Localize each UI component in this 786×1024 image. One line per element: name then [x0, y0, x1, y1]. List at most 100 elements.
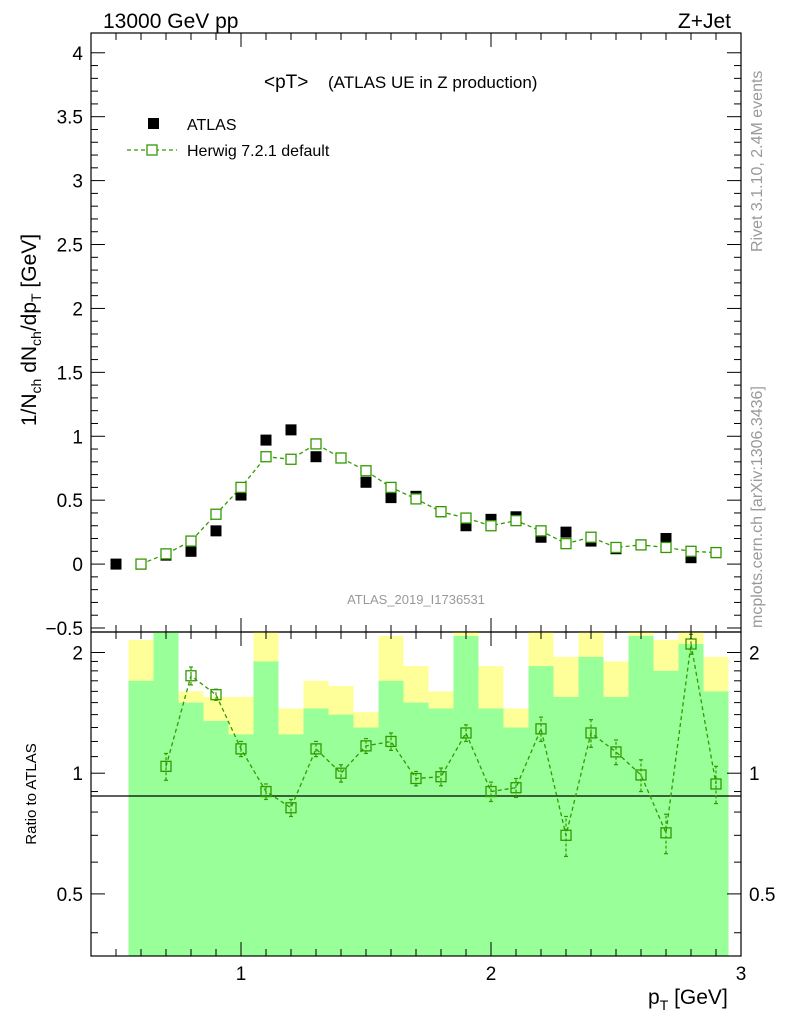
ratio-axis-ticks: 0.5 0.5 1 1 2 2 1 2 3	[57, 632, 775, 985]
ratio-herwig-point	[235, 743, 247, 755]
atlas-point	[285, 424, 297, 436]
main-axis-ticks: −0.5 0 0.5 1 1.5 2 2.5 3 3.5 4	[45, 33, 742, 640]
ratio-herwig-point	[560, 829, 572, 841]
ratio-herwig-point	[385, 735, 397, 748]
herwig-point	[285, 453, 297, 465]
ratio-herwig-point	[360, 740, 372, 752]
ratio-herwig-line	[165, 643, 717, 836]
herwig-point	[510, 514, 522, 527]
atlas-point	[385, 492, 397, 504]
ratio-data-marks	[160, 633, 722, 858]
herwig-point	[260, 451, 272, 463]
ratio-y-tick-label: 0.5	[57, 885, 83, 906]
atlas-point	[360, 476, 372, 488]
herwig-point	[585, 531, 597, 543]
herwig-point	[485, 520, 497, 532]
ratio-herwig-point	[635, 769, 647, 781]
chart-title-sub: (ATLAS UE in Z production)	[328, 73, 537, 92]
legend-atlas-marker	[148, 118, 159, 129]
ratio-herwig-point	[410, 772, 422, 785]
x-axis-label: pT [GeV]	[648, 986, 728, 1013]
herwig-point	[310, 438, 322, 450]
ratio-herwig-point	[335, 767, 347, 779]
herwig-point	[710, 546, 722, 559]
ratio-herwig-point	[585, 727, 597, 739]
main-data-marks	[110, 424, 722, 570]
ratio-herwig-point	[510, 782, 522, 794]
green-band-bin	[428, 708, 454, 956]
legend-herwig-label: Herwig 7.2.1 default	[187, 143, 330, 160]
main-y-tick-label: 1.5	[57, 363, 83, 384]
atlas-point	[535, 531, 547, 543]
green-band-bin	[403, 702, 429, 956]
ratio-herwig-point	[310, 743, 322, 755]
herwig-point	[185, 535, 197, 547]
ratio-herwig-point	[485, 785, 497, 798]
ratio-y-tick-label-right: 1	[749, 764, 760, 785]
herwig-point	[535, 525, 547, 537]
herwig-line	[140, 443, 717, 565]
green-band-bin	[553, 696, 579, 956]
herwig-point	[410, 493, 422, 505]
ratio-herwig-point	[285, 802, 297, 814]
ratio-herwig-point	[660, 827, 672, 839]
ratio-herwig-point	[685, 638, 697, 650]
main-y-tick-label: 1	[72, 427, 83, 448]
ratio-herwig-point	[535, 723, 547, 735]
chart-title-main: <pT>	[264, 72, 308, 93]
atlas-point	[685, 552, 697, 564]
green-band-bin	[353, 727, 379, 956]
herwig-point	[635, 539, 647, 551]
ratio-y-tick-label-right: 0.5	[749, 885, 775, 906]
herwig-point	[460, 512, 472, 524]
herwig-point	[685, 545, 697, 557]
ratio-y-tick-label-right: 2	[749, 644, 760, 665]
green-band-bin	[153, 632, 179, 956]
main-y-tick-label: 3.5	[57, 108, 83, 129]
atlas-point	[310, 451, 322, 463]
x-tick-label: 2	[486, 964, 497, 985]
atlas-point	[260, 434, 272, 446]
main-y-axis-label: 1/Nch dNch/dpT [GeV]	[18, 234, 44, 426]
ratio-uncertainty-bands	[128, 632, 729, 956]
main-y-tick-label: −0.5	[45, 619, 83, 640]
ratio-frame	[90, 631, 742, 957]
herwig-point	[335, 452, 347, 464]
header-right: Z+Jet	[678, 10, 731, 33]
ratio-y-tick-label: 1	[72, 764, 83, 785]
herwig-point	[435, 506, 447, 518]
ratio-herwig-point	[260, 785, 272, 798]
herwig-point	[160, 548, 172, 560]
ratio-herwig-point	[185, 670, 197, 682]
header-left: 13000 GeV pp	[103, 10, 238, 33]
ratio-herwig-point	[160, 760, 172, 773]
herwig-point	[385, 481, 397, 494]
legend-atlas-label: ATLAS	[187, 117, 237, 134]
ratio-panel: 0.5 0.5 1 1 2 2 1 2 3	[57, 631, 775, 985]
ratio-herwig-point	[610, 746, 622, 758]
ratio-herwig-point	[210, 689, 222, 701]
main-y-tick-label: 3	[72, 172, 83, 193]
atlas-point	[185, 545, 197, 557]
green-band-bin	[578, 656, 604, 956]
herwig-point	[210, 508, 222, 520]
main-y-tick-label: 0	[72, 555, 83, 576]
green-band-bin	[278, 734, 304, 956]
atlas-point	[485, 513, 497, 525]
green-band-bin	[178, 702, 204, 956]
green-band-bin	[228, 734, 254, 956]
ratio-herwig-point	[435, 771, 447, 783]
green-band-bin	[203, 720, 229, 956]
ratio-herwig-point	[460, 727, 472, 739]
green-band-bin	[503, 727, 529, 956]
ratio-y-tick-label: 2	[72, 644, 83, 665]
rivet-label: Rivet 3.1.10, 2.4M events	[749, 71, 766, 252]
green-band-bin	[478, 708, 504, 956]
legend-herwig-marker	[146, 144, 158, 156]
main-y-tick-label: 2.5	[57, 236, 83, 257]
atlas-point	[235, 489, 247, 501]
main-y-tick-label: 2	[72, 299, 83, 320]
x-tick-label: 3	[736, 964, 747, 985]
herwig-point	[135, 558, 147, 570]
